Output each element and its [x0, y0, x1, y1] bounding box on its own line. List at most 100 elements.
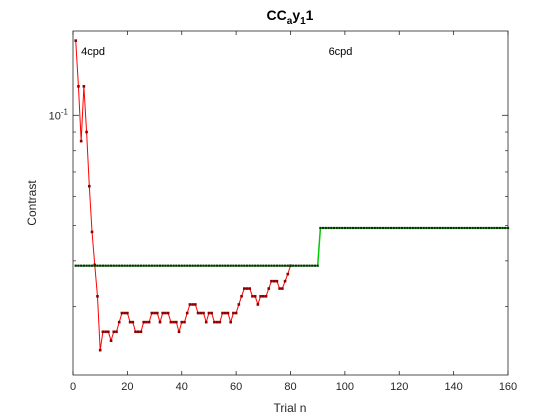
series-green-point [270, 264, 273, 267]
series-green-point [389, 226, 393, 230]
series-green-point [180, 264, 183, 267]
series-green-point [254, 264, 257, 267]
y-tick-label: 10-1 [49, 107, 69, 122]
x-tick-label: 60 [230, 381, 242, 393]
series-red-point [281, 287, 284, 290]
x-tick-label: 20 [121, 381, 133, 393]
series-red-point [123, 311, 126, 315]
series-red-point [229, 320, 232, 324]
series-green-point [327, 226, 330, 230]
series-green-point [455, 226, 458, 230]
series-green-point [302, 264, 306, 267]
series-green-point [194, 264, 197, 267]
series-green-point [183, 264, 186, 267]
series-green-point [460, 226, 463, 230]
series-green-point [74, 264, 77, 267]
series-green-point [428, 226, 431, 230]
series-green-line [75, 227, 508, 267]
series-red-point [104, 330, 107, 334]
series-red-point [240, 295, 243, 298]
series-green-point [123, 264, 126, 267]
series-red-point [286, 272, 290, 276]
series-green-point [332, 226, 336, 230]
x-tick-label: 40 [176, 381, 188, 393]
series-green-point [487, 226, 491, 230]
series-green-point [240, 264, 243, 267]
series-green-point [196, 264, 200, 267]
series-green-point [262, 264, 265, 267]
series-green-point [403, 226, 406, 230]
series-green-point [153, 264, 156, 267]
series-red-point [194, 303, 197, 306]
series-green-point [167, 264, 170, 267]
series-green-point [80, 264, 83, 267]
series-red-point [275, 279, 279, 283]
series-green-point [273, 264, 276, 267]
title-sub-a: a [287, 16, 293, 27]
series-green-point [99, 264, 102, 267]
series-green-point [316, 264, 319, 267]
series-green-point [243, 264, 246, 267]
series-green-point [248, 264, 251, 267]
series-layer [74, 39, 510, 352]
series-green-point [245, 264, 249, 267]
series-green-point [131, 264, 134, 267]
series-red-point [256, 303, 260, 306]
series-green-point [237, 264, 240, 267]
annotation-4cpd: 4cpd [81, 46, 105, 58]
series-green-point [379, 226, 382, 230]
series-green-point [96, 264, 99, 267]
series-green-point [281, 264, 284, 267]
series-green-point [471, 226, 474, 230]
series-green-point [341, 226, 344, 230]
series-green-point [362, 226, 366, 230]
series-red-point [251, 295, 254, 298]
series-red-point [150, 311, 154, 315]
x-tick-label: 80 [284, 381, 296, 393]
series-red-point [245, 287, 249, 290]
series-green-point [278, 264, 281, 267]
series-green-point [398, 226, 401, 230]
series-red-point [172, 320, 175, 324]
series-green-point [85, 264, 88, 267]
series-red-point [85, 130, 88, 134]
series-green-point [406, 226, 409, 230]
series-red-point [234, 311, 238, 315]
series-red-point [112, 330, 116, 334]
series-green-point [493, 226, 496, 230]
series-green-point [156, 264, 159, 267]
series-red-point [96, 295, 99, 298]
series-green-point [501, 226, 504, 230]
series-green-point [172, 264, 175, 267]
series-red-point [155, 311, 159, 315]
series-green-point [115, 264, 118, 267]
x-tick-label: 160 [499, 381, 517, 393]
series-green-point [313, 264, 317, 267]
series-green-point [256, 264, 259, 267]
series-green-point [191, 264, 194, 267]
annotation-6cpd: 6cpd [329, 46, 353, 58]
series-green-point [441, 226, 444, 230]
series-red-point [139, 330, 143, 334]
series-green-point [411, 226, 414, 230]
series-red-point [218, 320, 222, 324]
series-red-point [175, 320, 178, 324]
series-green-point [343, 226, 346, 230]
series-red-point [207, 311, 211, 315]
series-red-point [204, 320, 208, 324]
x-tick-label: 140 [444, 381, 462, 393]
series-red-point [223, 311, 227, 315]
series-green-point [438, 226, 442, 230]
series-green-point [137, 264, 140, 267]
series-red-point [199, 311, 203, 315]
series-green-point [414, 226, 417, 230]
x-tick-label: 100 [336, 381, 354, 393]
series-green-point [218, 264, 221, 267]
series-red-point [272, 279, 276, 283]
series-green-point [259, 264, 262, 267]
series-green-point [112, 264, 115, 267]
series-green-point [409, 226, 412, 230]
series-green-point [139, 264, 143, 267]
series-green-point [128, 264, 132, 267]
series-red-point [226, 311, 230, 315]
